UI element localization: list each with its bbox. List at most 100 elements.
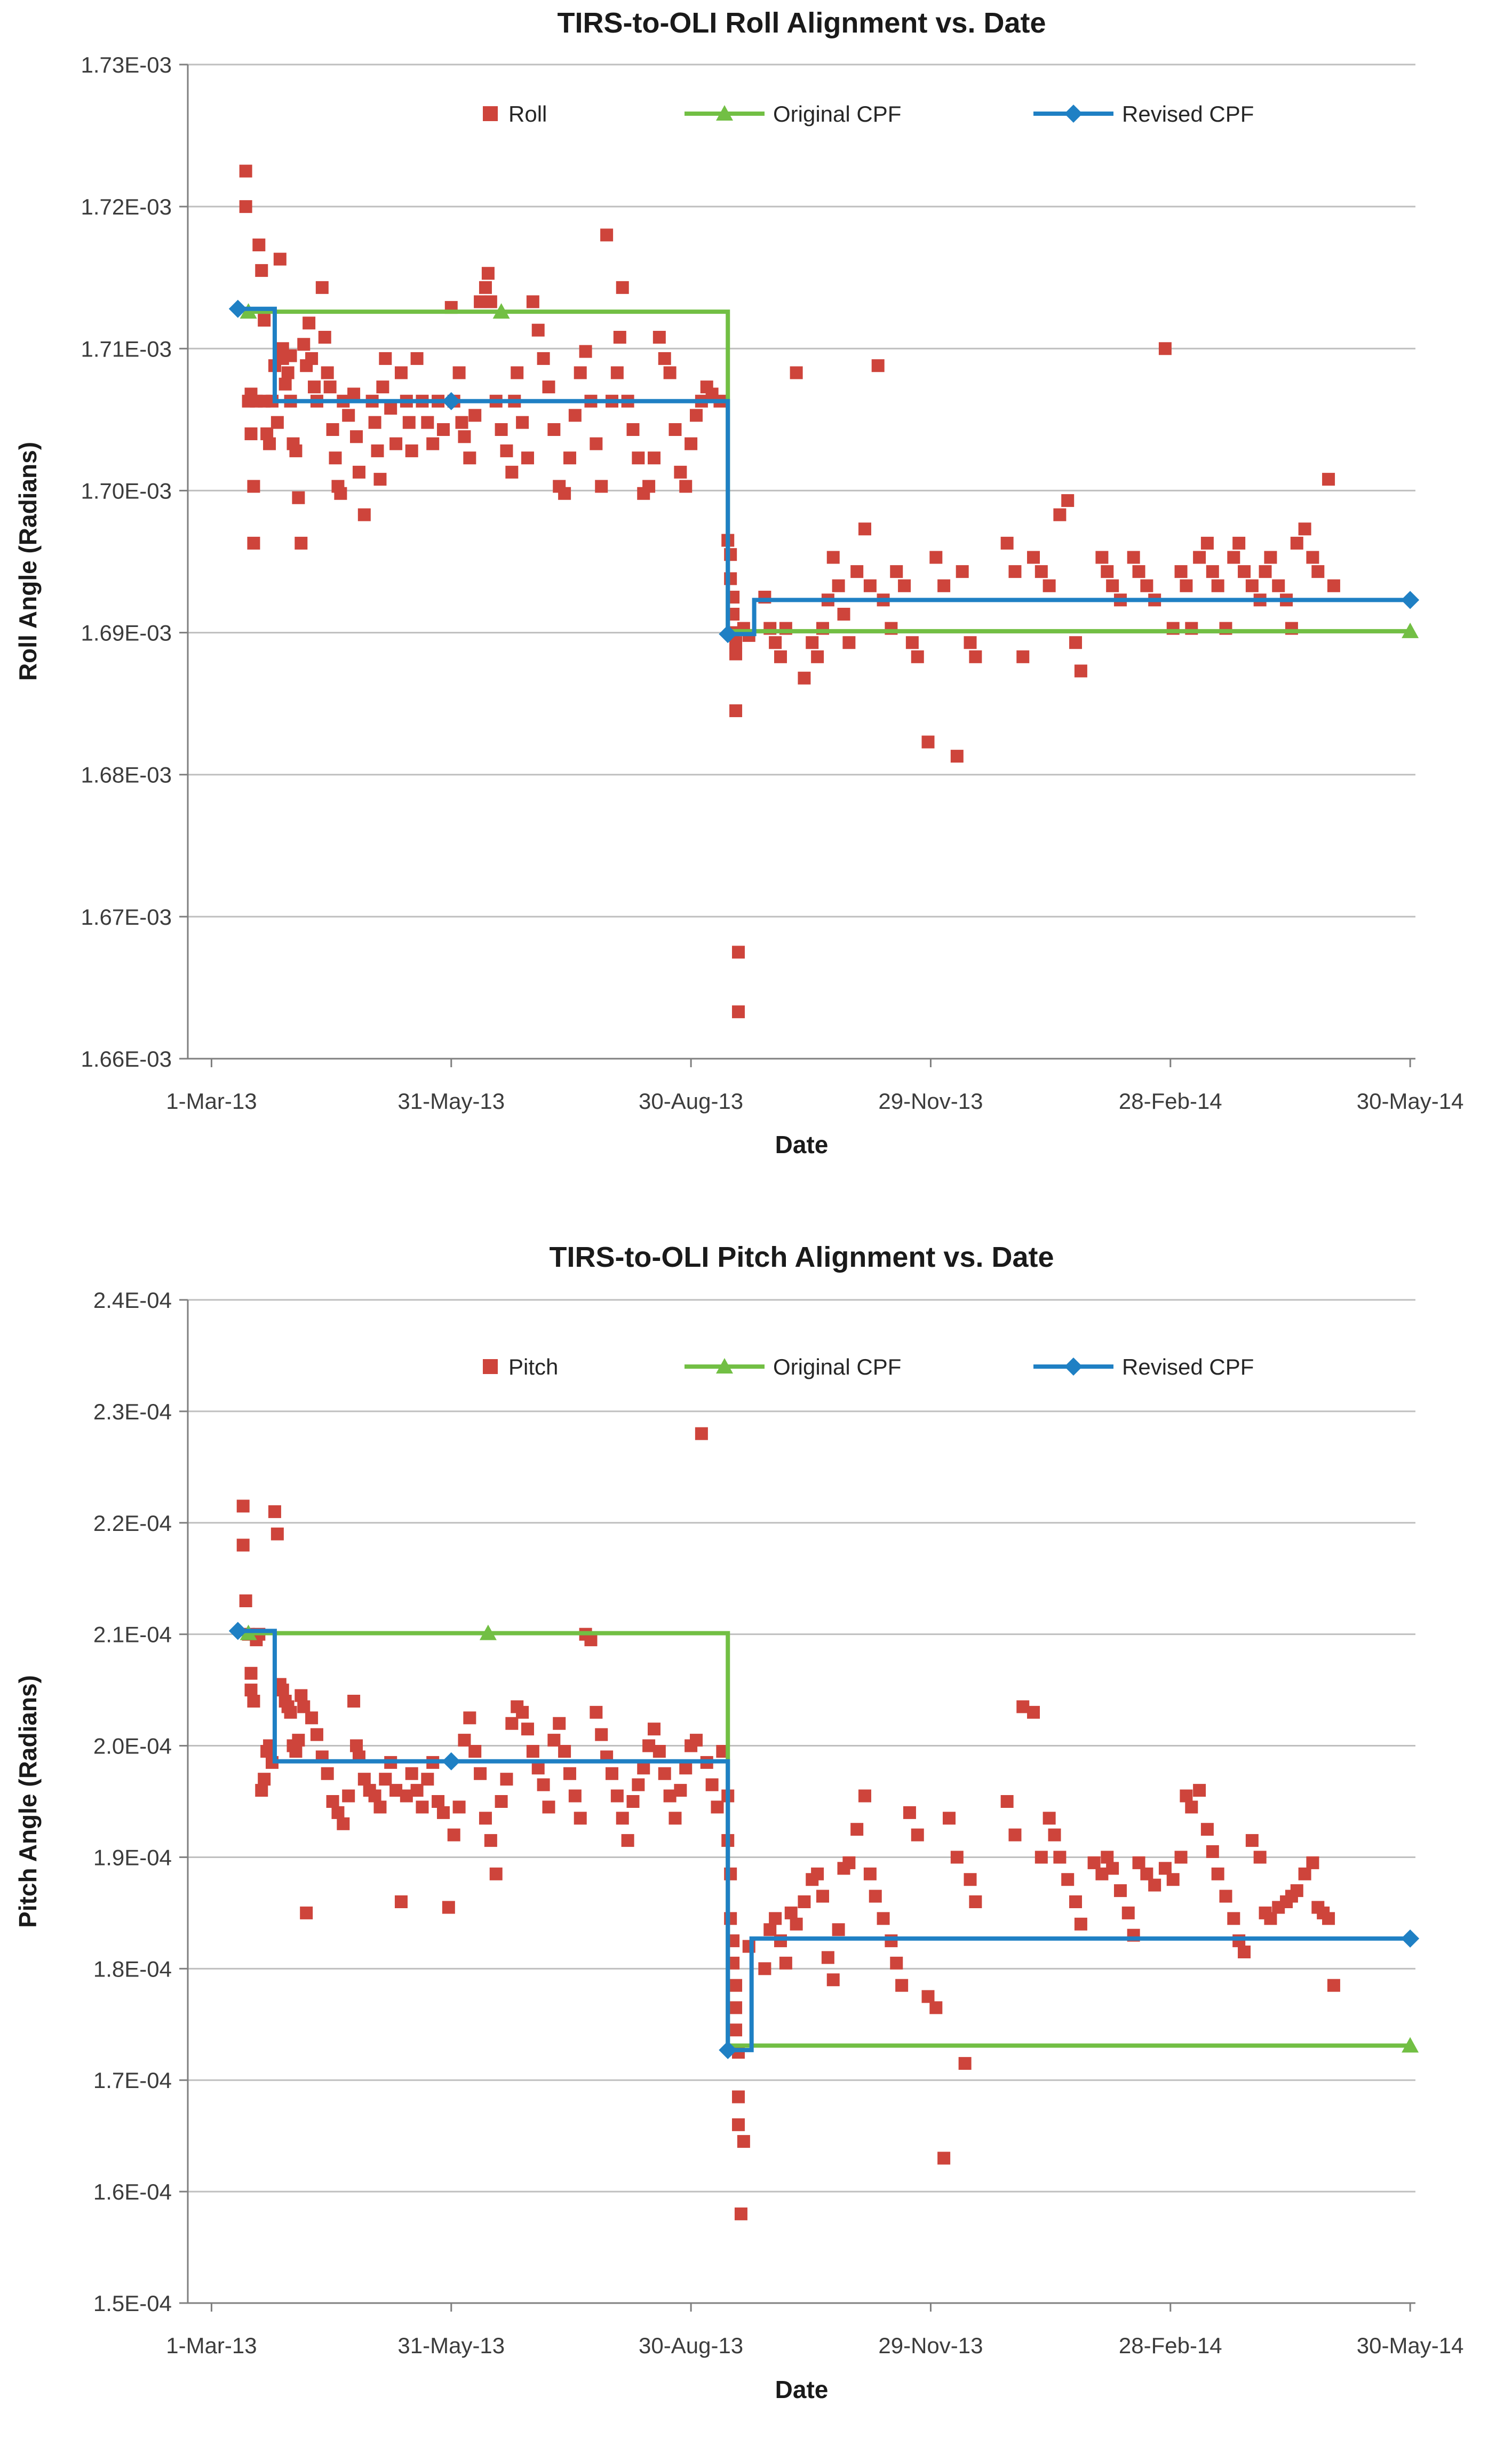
scatter-point [270, 416, 284, 429]
scatter-point [863, 1867, 877, 1880]
roll-chart-title: TIRS-to-OLI Roll Alignment vs. Date [557, 7, 1046, 39]
axes [187, 1300, 1415, 2304]
scatter-point [432, 1795, 445, 1808]
scatter-point [357, 1773, 371, 1786]
y-tick-label: 1.73E-03 [81, 52, 172, 77]
diamond-marker-icon [228, 299, 247, 318]
scatter-point [729, 2001, 743, 2014]
scatter-point [247, 1695, 260, 1708]
roll-x-axis-title: Date [775, 1131, 829, 1158]
scatter-point [837, 607, 850, 621]
scatter-point [318, 330, 331, 344]
scatter-point [613, 330, 626, 344]
scatter-point [416, 1800, 429, 1814]
y-tick-label: 1.7E-04 [93, 2068, 172, 2093]
roll-scatter-series [239, 164, 1340, 1019]
scatter-point [1074, 664, 1087, 678]
scatter-point [669, 423, 682, 436]
scatter-point [289, 444, 303, 457]
scatter-point [1322, 473, 1335, 486]
pitch-plot: 1.5E-04 1.6E-04 1.7E-04 1.8E-04 1.9E-04 2.0E-… [93, 1288, 1464, 2358]
scatter-point [308, 380, 321, 394]
scatter-point [329, 451, 342, 465]
scatter-point [452, 366, 466, 379]
scatter-point [610, 1789, 624, 1803]
scatter-point [1101, 1851, 1114, 1864]
scatter-point [334, 487, 347, 500]
scatter-point [626, 423, 640, 436]
scatter-point [1140, 1867, 1153, 1880]
scatter-point [652, 1745, 666, 1758]
scatter-point [806, 636, 819, 649]
scatter-point [347, 1695, 361, 1708]
scatter-point [563, 1767, 576, 1780]
pitch-scatter-series [236, 1427, 1340, 2220]
diamond-marker-icon [1064, 1358, 1083, 1376]
scatter-point [542, 380, 555, 394]
scatter-point [326, 423, 339, 436]
y-tick-label: 1.8E-04 [93, 1956, 172, 1981]
scatter-point [774, 1934, 787, 1948]
scatter-point [1227, 551, 1240, 564]
x-tick-label: 30-May-14 [1357, 2333, 1464, 2358]
scatter-point [850, 1823, 864, 1836]
scatter-point [1327, 1979, 1340, 1992]
legend-label: Original CPF [773, 1354, 901, 1379]
pitch-x-axis-title: Date [775, 2376, 829, 2403]
scatter-point [958, 2057, 972, 2070]
scatter-point [484, 1834, 497, 1847]
scatter-point [236, 1499, 250, 1513]
scatter-point [1043, 579, 1056, 592]
scatter-point [1113, 1884, 1127, 1898]
scatter-point [247, 480, 260, 493]
scatter-point [547, 423, 561, 436]
scatter-point [943, 1812, 956, 1825]
scatter-point [616, 281, 629, 294]
scatter-point [447, 1828, 460, 1841]
scatter-point [436, 1806, 450, 1819]
scatter-point [626, 1795, 640, 1808]
scatter-point [679, 1761, 693, 1775]
scatter-point [790, 1917, 803, 1931]
scatter-point [1053, 508, 1067, 521]
scatter-point [731, 2118, 745, 2131]
scatter-point [1027, 551, 1040, 564]
scatter-point [331, 1806, 345, 1819]
diamond-marker-icon [719, 625, 737, 644]
diamond-marker-icon [1401, 591, 1420, 609]
scatter-point [595, 1728, 608, 1741]
scatter-point [898, 579, 911, 592]
scatter-point [763, 1923, 777, 1936]
scatter-point [263, 437, 276, 450]
triangle-marker-icon [716, 1358, 733, 1374]
scatter-point [711, 1800, 724, 1814]
scatter-point [647, 1722, 660, 1736]
scatter-point [863, 579, 877, 592]
x-tick-label: 30-May-14 [1357, 1089, 1464, 1114]
scatter-point [553, 1717, 566, 1730]
y-tick-label: 2.1E-04 [93, 1622, 172, 1647]
y-tick-label: 1.66E-03 [81, 1046, 172, 1071]
y-tick-label: 1.68E-03 [81, 763, 172, 788]
scatter-point [410, 352, 424, 365]
scatter-point [574, 366, 587, 379]
diamond-marker-icon [719, 2041, 737, 2059]
scatter-point [495, 423, 508, 436]
scatter-point [1264, 1912, 1277, 1925]
scatter-point [769, 636, 782, 649]
scatter-point [1166, 1873, 1180, 1886]
scatter-point [421, 416, 434, 429]
scatter-point [1259, 565, 1272, 578]
diamond-marker-icon [228, 1622, 247, 1640]
legend: Roll Original CPF Revised CPF [483, 101, 1254, 126]
scatter-point [521, 451, 534, 465]
gridlines [188, 1299, 1415, 2304]
scatter-point [1298, 522, 1311, 536]
scatter-point [357, 508, 371, 521]
scatter-point [1106, 1862, 1119, 1875]
scatter-point [270, 1527, 284, 1541]
scatter-point [526, 295, 539, 308]
scatter-point [858, 522, 872, 536]
scatter-point [323, 380, 337, 394]
scatter-point [895, 1979, 909, 1992]
